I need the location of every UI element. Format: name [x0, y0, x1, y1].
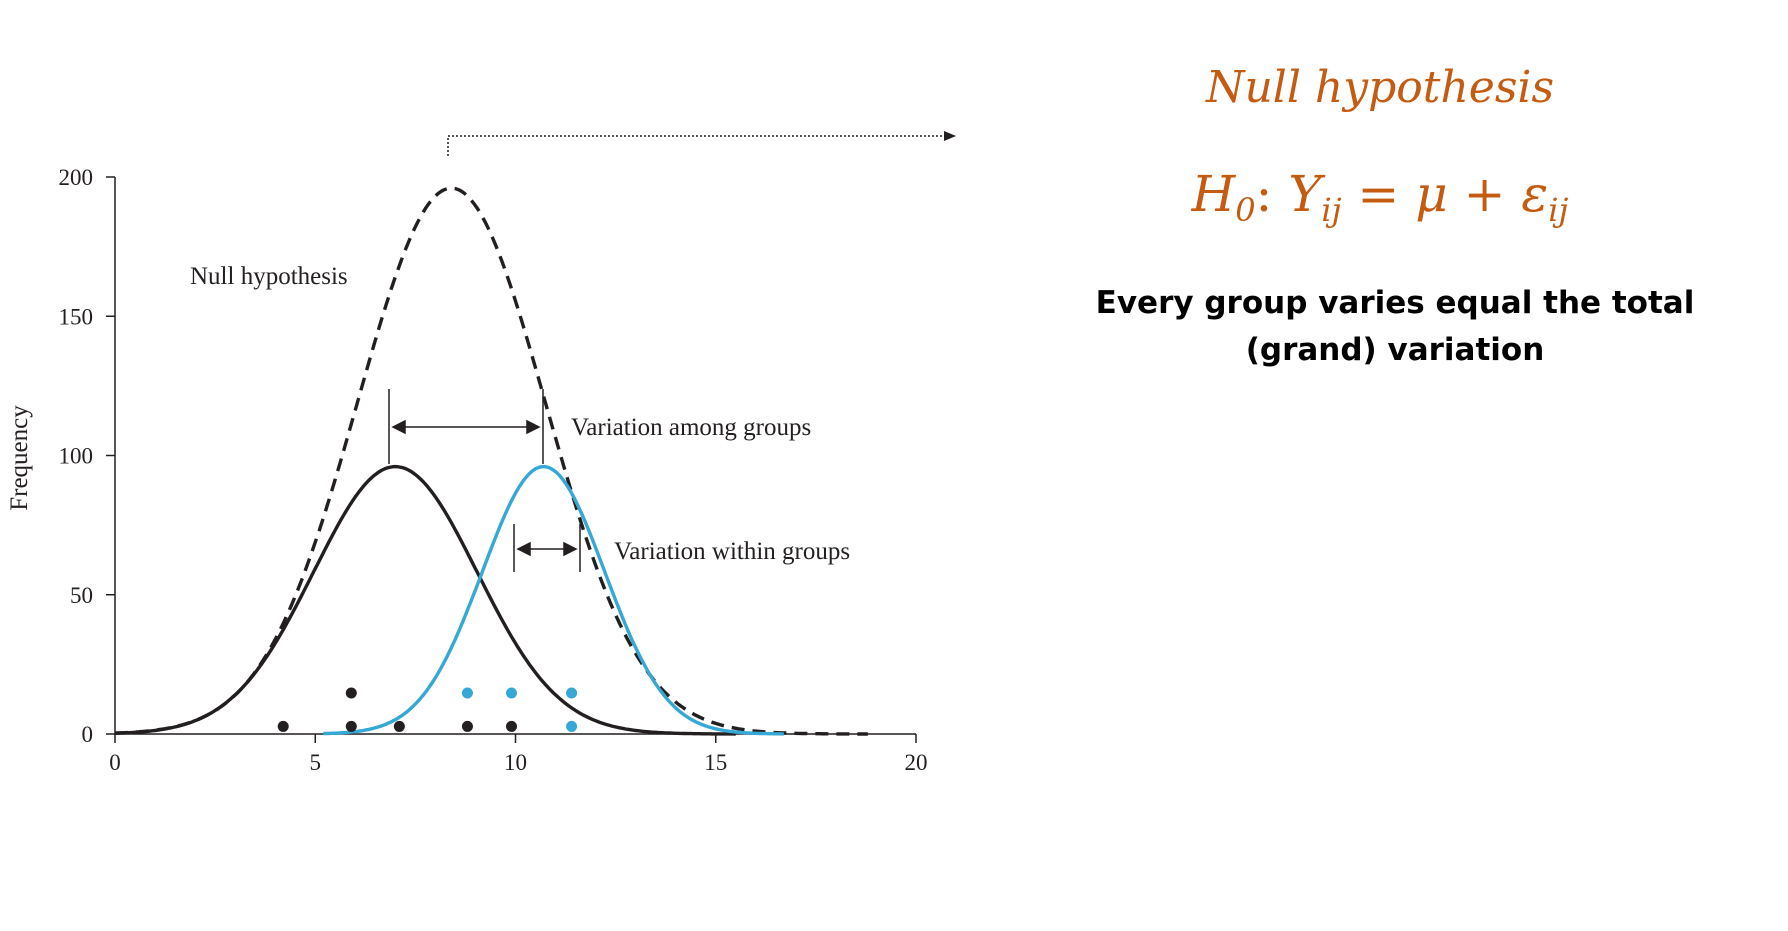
data-point [505, 687, 517, 699]
within-groups-marker [513, 524, 581, 572]
data-point [393, 720, 405, 732]
axes [114, 177, 916, 735]
series-group-1 [114, 464, 736, 736]
eq-h: H [1191, 165, 1236, 223]
eq-mu: μ [1415, 165, 1448, 223]
y-tick-label: 0 [82, 722, 94, 747]
among-groups-label: Variation among groups [571, 414, 811, 441]
description: Every group varies equal the total (gran… [1095, 285, 1695, 368]
data-point [505, 720, 517, 732]
null-hypothesis-label: Null hypothesis [190, 263, 348, 290]
null-equation: H0: Yij = μ + εij [1100, 165, 1660, 229]
y-tick-label: 150 [59, 304, 94, 329]
y-axis-label: Frequency [6, 405, 33, 511]
x-tick-label: 5 [310, 750, 322, 775]
y-tick-label: 100 [59, 444, 94, 469]
within-groups-label: Variation within groups [614, 538, 850, 565]
arrowhead-icon [944, 131, 956, 141]
data-point [345, 687, 357, 699]
among-groups-marker [388, 389, 544, 464]
data-point [566, 720, 578, 732]
data-point [277, 720, 289, 732]
eq-eps-sub: ij [1548, 191, 1569, 229]
data-point [566, 687, 578, 699]
series-group-2 [323, 464, 784, 736]
eq-plus: + [1463, 165, 1506, 223]
y-tick-label: 50 [70, 583, 93, 608]
x-tick-label: 15 [704, 750, 727, 775]
eq-eps: ε [1521, 165, 1549, 223]
x-tick-label: 20 [905, 750, 928, 775]
eq-colon: : [1255, 165, 1273, 223]
eq-y: Y [1288, 165, 1322, 223]
eq-y-sub: ij [1321, 191, 1342, 229]
eq-h-sub: 0 [1235, 191, 1256, 229]
eq-equals: = [1357, 165, 1400, 223]
x-tick-label: 0 [109, 750, 121, 775]
dotted-arrow [447, 135, 946, 156]
data-point [461, 687, 473, 699]
x-tick-label: 10 [504, 750, 527, 775]
data-point [461, 720, 473, 732]
data-point [345, 720, 357, 732]
y-tick-label: 200 [59, 165, 94, 190]
heading: Null hypothesis [1205, 62, 1555, 113]
